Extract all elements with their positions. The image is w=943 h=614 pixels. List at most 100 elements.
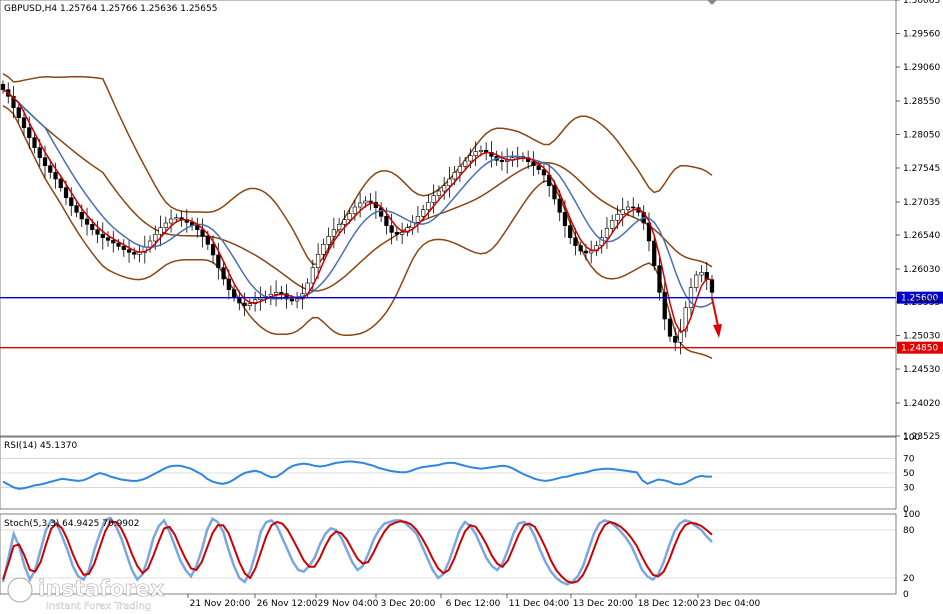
candle-body	[284, 293, 289, 300]
price-tick-label: 1.28050	[903, 130, 940, 140]
time-tick-label: 6 Dec 12:00	[446, 599, 501, 609]
symbol-label: GBPUSD,H4	[4, 4, 57, 14]
forecast-arrow	[711, 297, 719, 327]
candle-body	[100, 234, 105, 238]
candle-body	[42, 157, 48, 166]
candle-body	[326, 236, 331, 245]
candle-body	[221, 267, 226, 280]
candle-body	[163, 222, 168, 228]
rsi-tick-label: 30	[903, 483, 915, 493]
candle-body	[53, 172, 58, 180]
candle-body	[573, 237, 578, 246]
candle-body	[457, 166, 463, 173]
candle-body	[683, 307, 688, 332]
candle-body	[557, 198, 562, 213]
price-tick-label: 1.26540	[903, 231, 940, 241]
candle-body	[216, 254, 221, 268]
candle-body	[352, 206, 357, 214]
level-tag	[897, 291, 943, 304]
price-tick-label: 1.23525	[903, 432, 940, 442]
candle-body	[694, 274, 699, 288]
candle-body	[11, 96, 16, 108]
candle-body	[247, 303, 252, 306]
price-tick-label: 1.28550	[903, 97, 940, 107]
time-tick-label: 3 Dec 20:00	[381, 599, 436, 609]
stoch-label: Stoch(5,3,3) 64.9425 70.9902	[4, 519, 139, 529]
candle-body	[273, 292, 279, 295]
stoch-k-line	[1, 516, 713, 586]
candle-body	[667, 318, 673, 337]
candle-body	[226, 278, 231, 290]
candle-body	[21, 117, 27, 128]
candle-body	[499, 160, 505, 162]
candle-body	[294, 298, 300, 302]
candle-body	[589, 250, 594, 254]
candle-body	[336, 224, 342, 230]
candle-body	[158, 227, 163, 235]
rsi-line	[2, 460, 712, 490]
price-tick-label: 1.30065	[903, 0, 940, 6]
candle-body	[321, 244, 326, 255]
candle-body	[153, 234, 158, 242]
ma-slow-line	[2, 89, 713, 308]
candle-body	[447, 178, 452, 186]
forecast-arrow-head	[713, 324, 722, 338]
candle-body	[615, 214, 620, 221]
candle-body	[116, 242, 121, 247]
candle-body	[347, 213, 352, 220]
moving-averages	[2, 89, 713, 334]
watermark: instaforex Instant Forex Trading	[7, 577, 165, 612]
candle-body	[205, 236, 210, 245]
price-tick-label: 1.29060	[903, 63, 940, 73]
rsi-label: RSI(14) 45.1370	[4, 441, 77, 451]
candle-body	[426, 202, 431, 210]
watermark-tagline: Instant Forex Trading	[46, 601, 151, 612]
stoch-tick-label: 20	[903, 574, 915, 584]
time-tick-label: 21 Nov 20:00	[190, 599, 251, 609]
candle-body	[121, 246, 126, 250]
candle-body	[368, 200, 373, 203]
candle-body	[168, 218, 174, 224]
candle-body	[363, 200, 368, 204]
rsi-indicator: 100 70 50 30 0	[0, 433, 920, 515]
candle-body	[195, 225, 200, 230]
candle-body	[74, 205, 79, 213]
level-tag-label: 1.24850	[901, 344, 938, 354]
candle-body	[620, 209, 625, 215]
candle-body	[27, 127, 32, 138]
candle-body	[583, 250, 589, 254]
stoch-tick-label: 80	[903, 526, 915, 536]
time-tick-label: 26 Nov 12:00	[257, 599, 318, 609]
price-tick-label: 1.25535	[903, 298, 940, 308]
candle-body	[604, 228, 610, 238]
candle-body	[709, 279, 715, 293]
candle-body	[342, 219, 347, 225]
level-tag-label: 1.25600	[901, 294, 938, 304]
candle-body	[394, 232, 400, 235]
scroll-marker-icon[interactable]	[707, 0, 717, 5]
candle-body	[541, 169, 547, 176]
candle-body	[389, 225, 394, 233]
candle-body	[673, 336, 678, 343]
candle-body	[210, 244, 216, 256]
rsi-tick-label: 70	[903, 455, 915, 465]
candle-body	[90, 224, 95, 230]
candle-body	[126, 249, 132, 253]
bb-middle-line	[2, 89, 713, 292]
time-tick-label: 29 Nov 04:00	[318, 599, 379, 609]
candle-body	[200, 229, 205, 237]
candle-body	[631, 206, 636, 209]
candle-body	[63, 187, 69, 198]
time-tick-label: 18 Dec 12:00	[638, 599, 699, 609]
bb-lower-line	[2, 105, 713, 359]
price-axis: 1.30065 1.29560 1.29060 1.28550 1.28050 1.275…	[896, 0, 940, 442]
candle-body	[48, 165, 53, 173]
candle-body	[105, 237, 111, 241]
rsi-tick-label: 50	[903, 469, 915, 479]
time-tick-label: 13 Dec 20:00	[573, 599, 634, 609]
candle-body	[310, 267, 315, 284]
candle-body	[242, 302, 247, 306]
price-tick-label: 1.24020	[903, 399, 940, 409]
horizontal-levels: 1.25600 1.24850	[0, 291, 943, 354]
